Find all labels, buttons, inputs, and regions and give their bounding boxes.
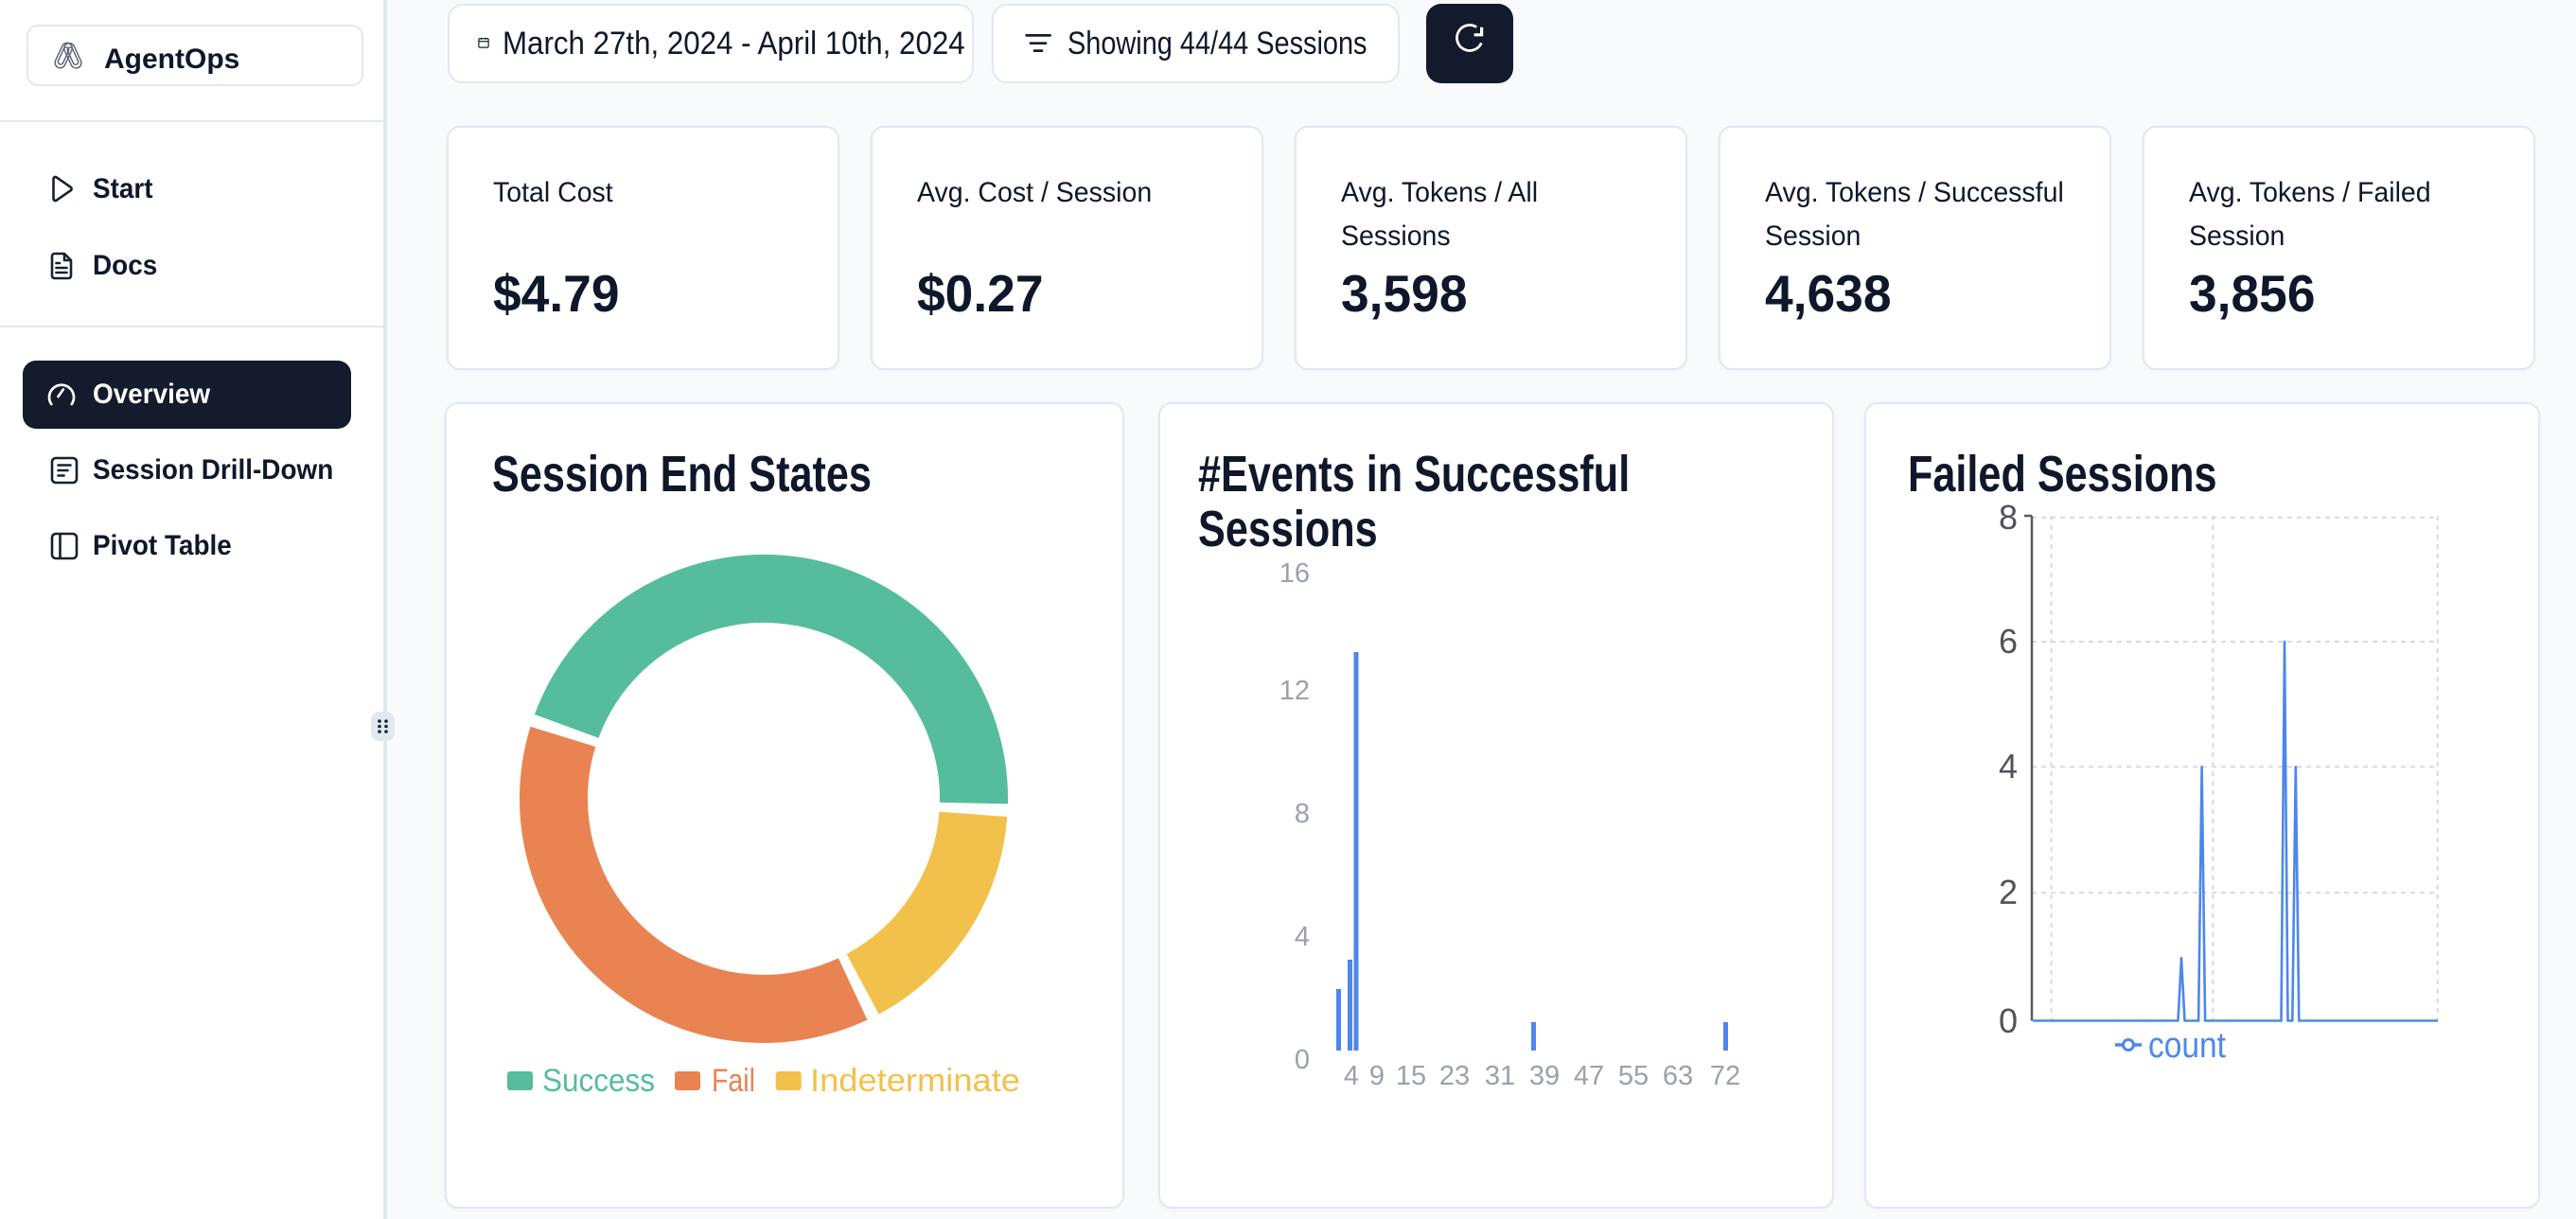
svg-text:23: 23 xyxy=(1439,1061,1470,1091)
svg-text:63: 63 xyxy=(1663,1061,1693,1091)
svg-text:4: 4 xyxy=(1344,1061,1359,1091)
svg-text:47: 47 xyxy=(1574,1061,1604,1091)
svg-text:Indeterminate: Indeterminate xyxy=(810,1063,1020,1099)
svg-text:9: 9 xyxy=(1369,1061,1385,1091)
svg-text:0: 0 xyxy=(1999,1001,2018,1040)
svg-text:count: count xyxy=(2148,1026,2226,1066)
svg-text:55: 55 xyxy=(1618,1061,1649,1091)
svg-text:39: 39 xyxy=(1529,1061,1560,1091)
svg-text:16: 16 xyxy=(1279,558,1310,589)
svg-text:6: 6 xyxy=(1999,622,2018,661)
svg-text:0: 0 xyxy=(1295,1045,1310,1075)
svg-text:8: 8 xyxy=(1295,799,1310,829)
svg-text:8: 8 xyxy=(1999,498,2018,537)
svg-text:4: 4 xyxy=(1295,922,1310,952)
svg-text:12: 12 xyxy=(1279,676,1310,706)
svg-text:Success: Success xyxy=(542,1063,655,1099)
svg-text:31: 31 xyxy=(1485,1061,1515,1091)
svg-text:72: 72 xyxy=(1710,1061,1740,1091)
svg-text:Fail: Fail xyxy=(712,1063,755,1099)
svg-text:2: 2 xyxy=(1999,873,2018,911)
svg-text:4: 4 xyxy=(1999,747,2018,786)
svg-text:15: 15 xyxy=(1396,1061,1426,1091)
